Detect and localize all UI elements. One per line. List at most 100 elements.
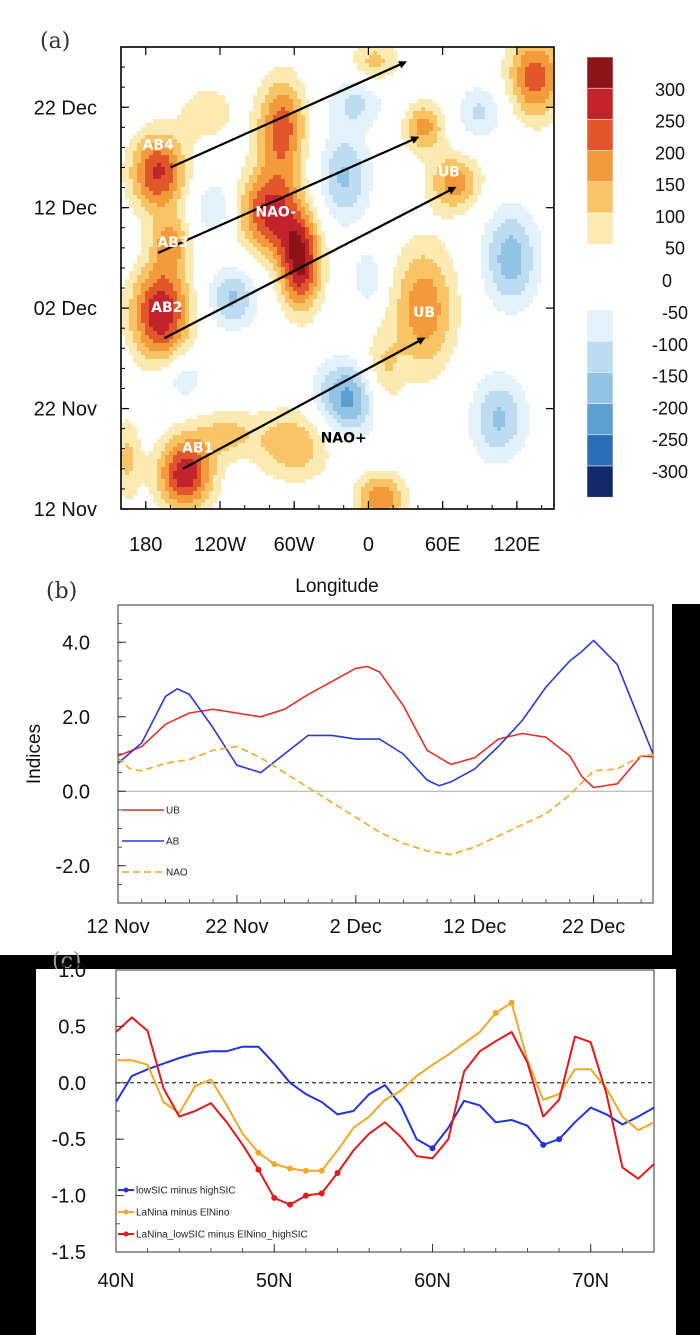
heatmap-cell (337, 139, 342, 144)
heatmap-cell (345, 115, 350, 120)
heatmap-cell (365, 59, 370, 64)
heatmap-cell (201, 103, 206, 108)
heatmap-cell (209, 223, 214, 228)
heatmap-cell (253, 159, 258, 164)
heatmap-cell (329, 211, 334, 216)
heatmap-cell (189, 311, 194, 316)
heatmap-cell (269, 159, 274, 164)
heatmap-cell (129, 303, 134, 308)
heatmap-cell (325, 407, 330, 412)
heatmap-cell (349, 147, 354, 152)
heatmap-cell (169, 319, 174, 324)
heatmap-cell (193, 479, 198, 484)
heatmap-cell (137, 303, 142, 308)
heatmap-cell (329, 131, 334, 136)
heatmap-cell (469, 419, 474, 424)
heatmap-cell (273, 443, 278, 448)
heatmap-cell (161, 215, 166, 220)
heatmap-cell (281, 291, 286, 296)
heatmap-cell (325, 259, 330, 264)
heatmap-cell (185, 183, 190, 188)
heatmap-cell (189, 443, 194, 448)
heatmap-cell (445, 187, 450, 192)
heatmap-cell (397, 383, 402, 388)
heatmap-cell (145, 131, 150, 136)
heatmap-cell (241, 271, 246, 276)
heatmap-cell (185, 299, 190, 304)
heatmap-cell (465, 187, 470, 192)
heatmap-cell (181, 387, 186, 392)
heatmap-cell (353, 95, 358, 100)
heatmap-cell (233, 267, 238, 272)
heatmap-cell (441, 339, 446, 344)
heatmap-cell (425, 283, 430, 288)
heatmap-cell (173, 339, 178, 344)
heatmap-cell (421, 159, 426, 164)
heatmap-cell (289, 251, 294, 256)
heatmap-cell (325, 375, 330, 380)
heatmap-cell (221, 115, 226, 120)
heatmap-cell (141, 339, 146, 344)
heatmap-cell (357, 111, 362, 116)
heatmap-cell (245, 155, 250, 160)
heatmap-cell (253, 191, 258, 196)
heatmap-cell (365, 295, 370, 300)
heatmap-cell (213, 451, 218, 456)
heatmap-cell (373, 343, 378, 348)
heatmap-cell (121, 171, 126, 176)
heatmap-cell (341, 199, 346, 204)
heatmap-cell (149, 463, 154, 468)
heatmap-cell (417, 371, 422, 376)
heatmap-cell (429, 163, 434, 168)
heatmap-cell (245, 163, 250, 168)
heatmap-cell (145, 139, 150, 144)
heatmap-cell (289, 103, 294, 108)
heatmap-cell (125, 283, 130, 288)
heatmap-cell (305, 287, 310, 292)
heatmap-cell (345, 431, 350, 436)
heatmap-cell (161, 187, 166, 192)
heatmap-cell (233, 415, 238, 420)
heatmap-cell (401, 119, 406, 124)
heatmap-cell (457, 155, 462, 160)
heatmap-cell (349, 195, 354, 200)
heatmap-cell (441, 275, 446, 280)
heatmap-cell (417, 111, 422, 116)
heatmap-cell (177, 231, 182, 236)
heatmap-cell (405, 487, 410, 492)
heatmap-cell (281, 235, 286, 240)
heatmap-cell (209, 483, 214, 488)
heatmap-cell (241, 447, 246, 452)
heatmap-cell (317, 467, 322, 472)
heatmap-cell (177, 491, 182, 496)
heatmap-cell (301, 303, 306, 308)
heatmap-cell (449, 299, 454, 304)
heatmap-cell (257, 219, 262, 224)
heatmap-cell (389, 59, 394, 64)
heatmap-cell (345, 391, 350, 396)
heatmap-cell (273, 83, 278, 88)
heatmap-cell (313, 207, 318, 212)
heatmap-cell (329, 363, 334, 368)
heatmap-cell (133, 463, 138, 468)
heatmap-cell (145, 347, 150, 352)
heatmap-cell (245, 439, 250, 444)
heatmap-cell (173, 159, 178, 164)
heatmap-cell (189, 387, 194, 392)
heatmap-cell (145, 311, 150, 316)
heatmap-cell (365, 167, 370, 172)
heatmap-cell (129, 459, 134, 464)
heatmap-cell (357, 211, 362, 216)
heatmap-cell (277, 131, 282, 136)
heatmap-cell (357, 503, 362, 508)
heatmap-cell (181, 275, 186, 280)
heatmap-cell (345, 435, 350, 440)
heatmap-cell (441, 159, 446, 164)
heatmap-cell (389, 327, 394, 332)
heatmap-cell (209, 191, 214, 196)
heatmap-cell (317, 307, 322, 312)
heatmap-cell (149, 151, 154, 156)
heatmap-cell (357, 175, 362, 180)
heatmap-cell (157, 139, 162, 144)
heatmap-cell (257, 135, 262, 140)
